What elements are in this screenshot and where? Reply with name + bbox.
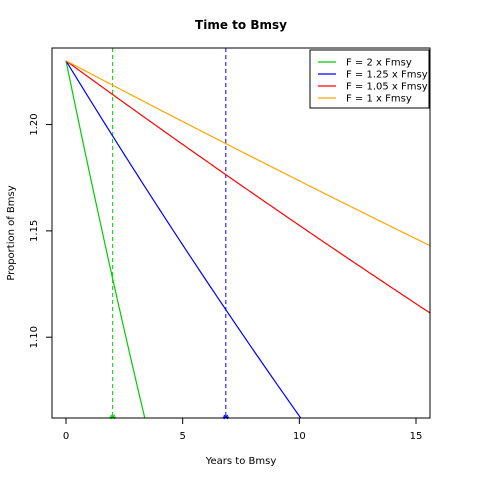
series-line-2 bbox=[65, 60, 430, 314]
x-tick-label: 15 bbox=[410, 431, 423, 442]
reference-lines bbox=[112, 48, 227, 418]
x-tick-label: 5 bbox=[179, 431, 185, 442]
y-tick-label: 1.15 bbox=[29, 220, 40, 242]
chart-title: Time to Bmsy bbox=[195, 18, 287, 32]
y-axis-label: Proportion of Bmsy bbox=[6, 185, 17, 280]
legend-box bbox=[309, 49, 430, 109]
x-tick-label: 0 bbox=[63, 431, 69, 442]
y-tick-label: 1.10 bbox=[29, 326, 40, 348]
x-tick-label: 10 bbox=[293, 431, 306, 442]
legend-label-1: F = 1.25 x Fmsy bbox=[346, 70, 428, 81]
y-tick-label: 1.20 bbox=[29, 113, 40, 135]
series-line-1 bbox=[65, 60, 302, 418]
y-axis: 1.10 1.15 1.20 bbox=[29, 113, 52, 348]
series-line-3 bbox=[65, 60, 430, 247]
x-axis: 0 5 10 15 bbox=[63, 418, 423, 442]
legend-label-2: F = 1.05 x Fmsy bbox=[346, 82, 428, 93]
legend-label-3: F = 1 x Fmsy bbox=[346, 94, 412, 105]
x-axis-label: Years to Bmsy bbox=[205, 456, 277, 467]
plot-frame bbox=[51, 47, 431, 419]
series-line-0 bbox=[65, 60, 146, 418]
legend-label-0: F = 2 x Fmsy bbox=[346, 58, 412, 69]
series-lines bbox=[65, 60, 430, 418]
